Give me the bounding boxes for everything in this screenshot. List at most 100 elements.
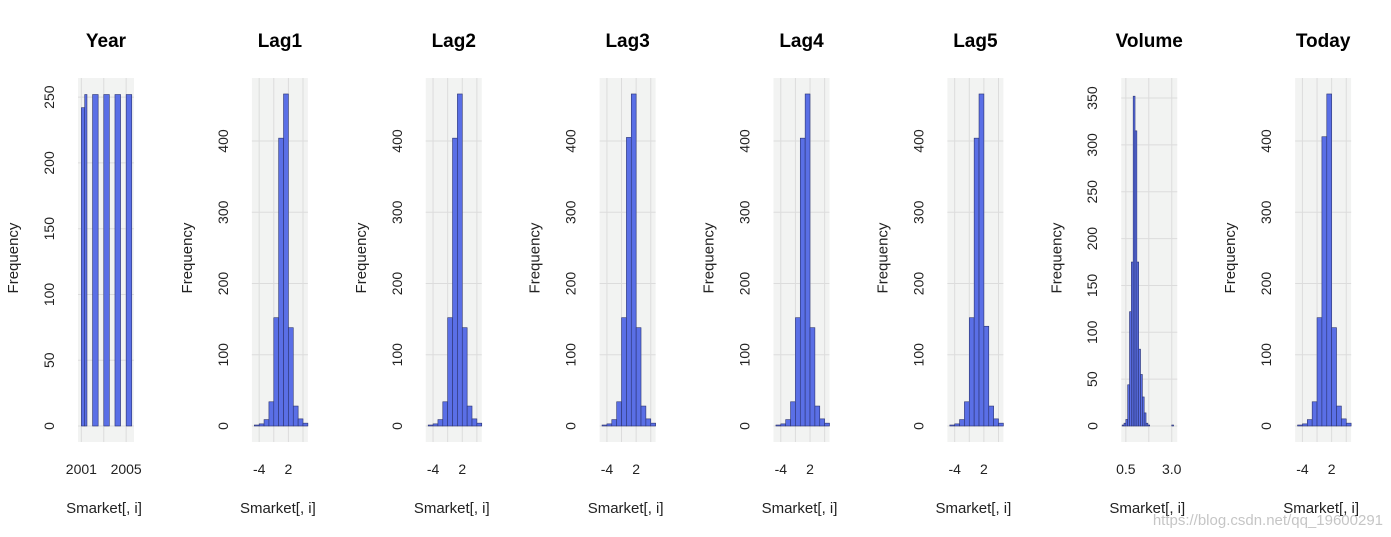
histogram-bar <box>81 107 86 427</box>
x-axis-label: Smarket[, i] <box>935 500 1011 517</box>
x-tick-label: 2 <box>806 461 814 477</box>
histogram-bar <box>427 424 434 427</box>
histogram-bar <box>1336 405 1342 427</box>
histogram-bar <box>1136 261 1139 427</box>
y-axis-label: Frequency <box>1048 222 1065 293</box>
histogram-bar <box>993 418 999 427</box>
y-tick-label: 300 <box>389 200 405 224</box>
histogram-bar <box>125 94 133 427</box>
histogram-bar <box>606 423 613 427</box>
histogram-bar <box>775 424 782 427</box>
y-tick-label: 0 <box>215 422 231 430</box>
histogram-bar <box>1321 136 1328 427</box>
histogram-bar <box>954 423 960 427</box>
histogram-bar <box>437 419 444 427</box>
histogram-bar <box>645 418 652 427</box>
x-tick-label: -4 <box>1296 461 1309 477</box>
histogram-bar <box>630 93 637 427</box>
histogram-bar <box>988 405 994 427</box>
histogram-bar <box>809 327 816 427</box>
histogram-bar <box>621 317 627 427</box>
y-tick-label: 0 <box>389 422 405 430</box>
panel-title: Today <box>1296 31 1351 52</box>
x-axis-label: Smarket[, i] <box>762 500 838 517</box>
histogram-bar <box>1171 424 1174 427</box>
histogram-bar <box>258 423 265 427</box>
histogram-bar <box>466 405 473 427</box>
histogram-bar <box>1147 424 1151 427</box>
y-tick-label: 200 <box>563 272 579 296</box>
histogram-bar <box>461 327 468 427</box>
y-tick-label: 150 <box>41 217 57 241</box>
y-tick-label: 400 <box>910 129 926 153</box>
histogram-bar <box>452 137 458 427</box>
y-axis-label: Frequency <box>527 222 544 293</box>
panel-title: Lag4 <box>779 31 824 52</box>
y-tick-label: 100 <box>910 343 926 367</box>
x-tick-label: 3.0 <box>1162 461 1182 477</box>
y-tick-label: 0 <box>41 422 57 430</box>
y-tick-label: 300 <box>737 200 753 224</box>
histogram-bar <box>476 422 483 427</box>
histogram-bar <box>297 418 304 427</box>
x-tick-label: -4 <box>253 461 266 477</box>
y-tick-label: 200 <box>215 272 231 296</box>
histogram-bar <box>804 93 811 427</box>
histogram-bar <box>799 137 806 427</box>
histogram-bar <box>968 317 975 427</box>
panel-today: Today 0 100 200 300 400 -4 2 Smarket[, i] Frequen… <box>1222 31 1359 517</box>
histogram-bar <box>292 405 299 427</box>
panel-title: Volume <box>1116 31 1183 52</box>
histogram-bar <box>1326 93 1332 427</box>
histogram-bar <box>1306 419 1313 427</box>
histogram-bar <box>1302 423 1308 427</box>
x-tick-label: 2005 <box>111 461 142 477</box>
histogram-bar <box>819 418 825 427</box>
x-tick-label: 2 <box>632 461 640 477</box>
y-tick-label: 400 <box>215 129 231 153</box>
histogram-bar <box>814 405 821 427</box>
y-tick-label: 200 <box>41 151 57 175</box>
panel-title: Year <box>86 31 127 52</box>
y-tick-label: 250 <box>41 85 57 109</box>
histogram-bar <box>959 419 965 427</box>
histogram-bar <box>1316 317 1323 427</box>
histogram-bar <box>432 423 439 427</box>
watermark: https://blog.csdn.net/qq_19600291 <box>1152 512 1383 529</box>
x-axis-label: Smarket[, i] <box>66 500 142 517</box>
histogram-bar <box>1341 418 1347 427</box>
y-tick-label: 200 <box>910 272 926 296</box>
panel-lag5: Lag5 0 100 200 300 400 -4 2 Smarket[, i] Frequenc… <box>874 31 1011 517</box>
panel-lag2: Lag2 0 100 200 300 400 -4 2 Smarket[, i] Frequenc… <box>353 31 490 517</box>
y-tick-label: 400 <box>563 129 579 153</box>
y-tick-label: 350 <box>1084 86 1100 110</box>
x-tick-label: 2 <box>980 461 988 477</box>
y-axis-label: Frequency <box>5 222 22 293</box>
histogram-bar <box>635 327 642 427</box>
y-tick-label: 0 <box>910 422 926 430</box>
histogram-bar <box>273 317 279 427</box>
histogram-bar <box>268 401 275 427</box>
x-axis-label: Smarket[, i] <box>1283 500 1359 517</box>
histogram-bar <box>1345 422 1352 427</box>
y-tick-label: 100 <box>389 343 405 367</box>
histogram-bar <box>626 137 632 427</box>
y-tick-label: 300 <box>1258 200 1274 224</box>
y-tick-label: 100 <box>737 343 753 367</box>
y-tick-label: 100 <box>41 283 57 307</box>
histogram-bar <box>442 401 448 427</box>
histogram-bar <box>1297 424 1303 427</box>
histogram-bar <box>983 325 990 427</box>
x-tick-label: 2 <box>458 461 466 477</box>
histogram-bar <box>611 419 617 427</box>
histogram-bar <box>640 405 647 427</box>
y-axis-label: Frequency <box>701 222 718 293</box>
y-tick-label: 300 <box>1084 133 1100 157</box>
histogram-bar <box>601 424 608 427</box>
panel-title: Lag5 <box>953 31 998 52</box>
x-axis-label: Smarket[, i] <box>1109 500 1185 517</box>
histogram-bar <box>1311 401 1318 427</box>
histogram-bar <box>278 137 284 427</box>
histogram-bar <box>795 317 801 427</box>
